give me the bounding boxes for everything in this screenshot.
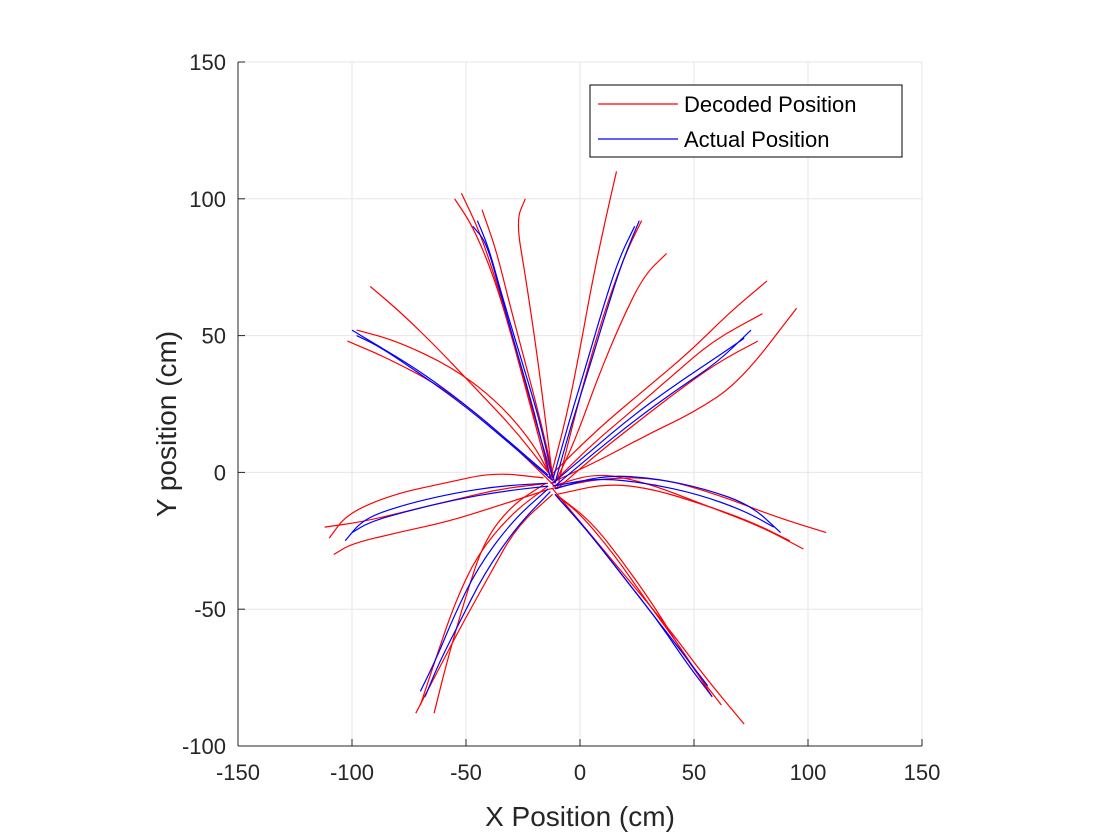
trajectory-line: [550, 477, 827, 534]
trajectory-line: [351, 485, 549, 534]
x-tick-label: 0: [574, 760, 586, 785]
legend-box: [589, 84, 903, 158]
trajectory-line: [556, 340, 759, 490]
x-tick-label: 150: [904, 760, 941, 785]
trajectory-line: [433, 482, 547, 714]
trajectory-line: [550, 307, 798, 484]
series-actual: [344, 220, 782, 698]
trajectory-line: [344, 482, 546, 542]
series-decoded: [324, 171, 827, 725]
y-tick-label: 50: [202, 324, 226, 349]
y-tick-label: 150: [189, 50, 226, 75]
trajectory-line: [552, 478, 775, 528]
trajectory-line: [554, 220, 640, 484]
x-tick-label: 100: [790, 760, 827, 785]
trajectory-line: [424, 491, 551, 698]
y-axis-title: Y position (cm): [151, 331, 182, 517]
x-tick-label: -50: [450, 760, 482, 785]
axes: [237, 61, 923, 747]
trajectory-line: [557, 484, 791, 542]
trajectory-line: [552, 225, 636, 481]
trajectory-line: [415, 493, 554, 714]
trajectory-line: [552, 474, 804, 550]
y-tick-label: -100: [182, 734, 226, 759]
trajectory-line: [552, 337, 745, 484]
trajectory-line: [517, 198, 554, 478]
trajectory-line: [476, 220, 554, 479]
legend: Decoded Position Actual Position: [589, 84, 903, 158]
plot-area: [324, 171, 827, 725]
trajectory-line: [556, 496, 713, 698]
trajectory-line: [356, 329, 554, 481]
trajectory-line: [419, 488, 549, 692]
trajectory-line: [554, 475, 782, 534]
y-tick-label: -50: [194, 597, 226, 622]
y-tick-label: 100: [189, 187, 226, 212]
trajectory-line: [547, 280, 768, 479]
trajectory-line: [333, 488, 551, 556]
x-tick-label: 50: [682, 760, 706, 785]
trajectory-line: [454, 198, 549, 473]
trajectory-line: [481, 209, 556, 484]
trajectory-line: [472, 225, 551, 479]
legend-label-decoded: Decoded Position: [684, 92, 856, 117]
trajectory-line: [369, 285, 549, 473]
y-tick-label: 0: [214, 460, 226, 485]
trajectory-line: [554, 329, 752, 487]
x-axis-title: X Position (cm): [485, 801, 675, 832]
trajectory-line: [554, 253, 668, 484]
trajectory-line: [419, 485, 549, 706]
trajectory-line: [328, 473, 544, 539]
x-tick-label: -100: [330, 760, 374, 785]
x-tick-label: -150: [216, 760, 260, 785]
trajectory-line: [351, 329, 549, 476]
trajectory-line: [549, 171, 618, 479]
trajectory-line: [552, 313, 763, 484]
legend-label-actual: Actual Position: [684, 127, 830, 152]
